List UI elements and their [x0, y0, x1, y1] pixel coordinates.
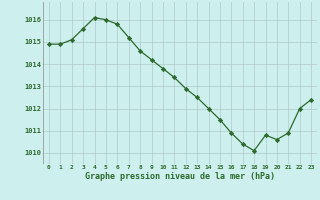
X-axis label: Graphe pression niveau de la mer (hPa): Graphe pression niveau de la mer (hPa) — [85, 172, 275, 181]
